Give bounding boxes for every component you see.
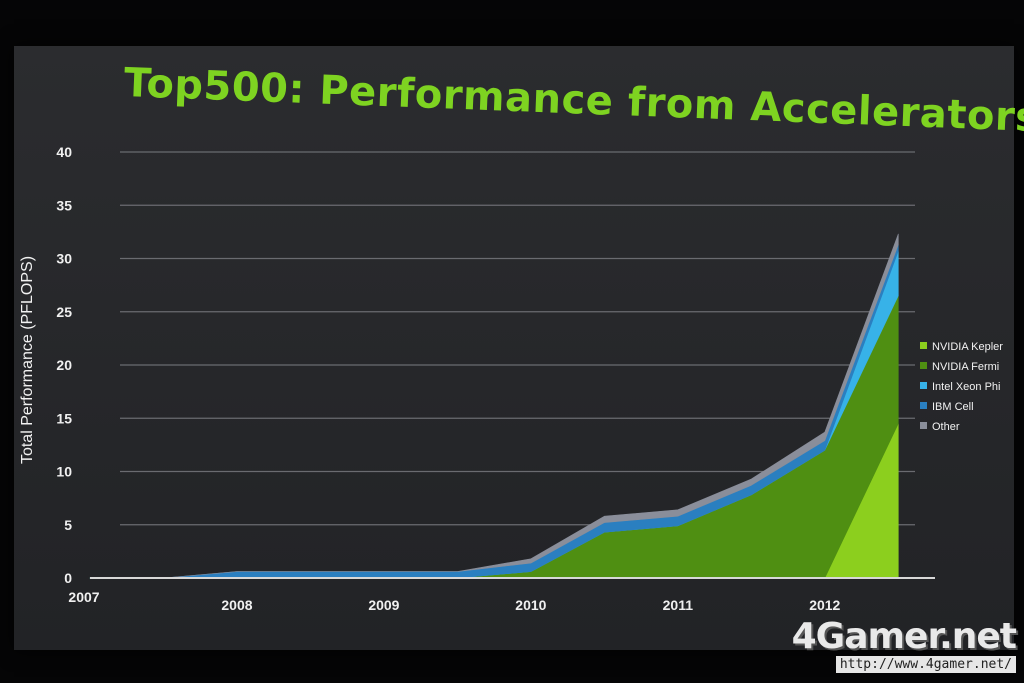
y-tick-label: 35 — [56, 197, 72, 213]
legend-label: NVIDIA Kepler — [932, 341, 1003, 353]
legend-swatch — [920, 422, 927, 429]
y-tick-label: 40 — [56, 144, 72, 160]
area-nvidia-fermi — [89, 295, 899, 579]
x-tick-label: 2007 — [68, 589, 99, 605]
y-tick-label: 0 — [64, 570, 72, 586]
y-tick-label: 20 — [56, 357, 72, 373]
watermark-url: http://www.4gamer.net/ — [835, 656, 1016, 673]
x-tick-label: 2010 — [515, 597, 546, 613]
y-tick-label: 30 — [56, 251, 72, 267]
legend-swatch — [920, 342, 927, 349]
area-other — [89, 233, 899, 579]
y-tick-label: 15 — [56, 410, 72, 426]
x-tick-label: 2012 — [809, 597, 840, 613]
x-tick-label: 2009 — [368, 597, 399, 613]
legend: NVIDIA Kepler NVIDIA Fermi Intel Xeon Phi I… — [920, 341, 1003, 433]
legend-label: Other — [932, 421, 960, 433]
legend-swatch — [920, 362, 927, 369]
area-series — [89, 233, 899, 579]
axes: 0 5 10 15 20 25 30 35 40 2007 2008 2009 2010 2011 2012 — [56, 144, 935, 613]
legend-label: IBM Cell — [932, 401, 974, 413]
gridlines — [120, 151, 915, 526]
legend-swatch — [920, 382, 927, 389]
x-tick-label: 2011 — [663, 597, 694, 613]
y-tick-label: 10 — [56, 464, 72, 480]
legend-label: NVIDIA Fermi — [932, 361, 999, 373]
x-tick-label: 2008 — [221, 597, 252, 613]
legend-swatch — [920, 402, 927, 409]
y-axis-label: Total Performance (PFLOPS) — [19, 256, 36, 464]
watermark-logo: 4Gamer.net — [791, 616, 1017, 657]
y-tick-label: 25 — [56, 304, 72, 320]
y-tick-label: 5 — [64, 517, 72, 533]
legend-label: Intel Xeon Phi — [932, 381, 1001, 393]
